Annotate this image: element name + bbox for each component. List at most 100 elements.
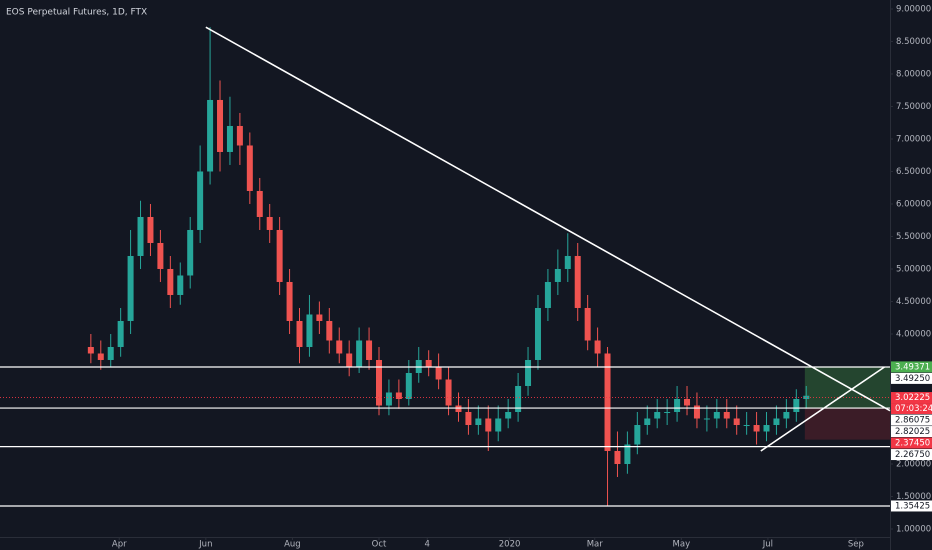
candle-body <box>574 255 581 308</box>
trendline <box>760 366 885 452</box>
y-tick-label: 6.00000 <box>896 199 931 209</box>
countdown-box <box>891 403 932 415</box>
candle-body <box>435 366 442 380</box>
candle-body <box>624 444 631 465</box>
candle-body <box>674 398 681 412</box>
candle-body <box>684 398 691 406</box>
candle-body <box>564 255 571 269</box>
candle-body <box>763 424 770 432</box>
price-label-box <box>891 414 932 426</box>
candle-body <box>167 268 174 295</box>
candle-body <box>226 125 233 152</box>
candle-body <box>97 353 104 360</box>
candle-body <box>117 320 124 347</box>
candle-body <box>147 216 154 243</box>
candle-body <box>107 346 114 360</box>
candle-body <box>445 379 452 406</box>
price-label: 2.26750 <box>895 450 930 460</box>
candle-body <box>385 392 392 406</box>
candle-body <box>187 229 194 276</box>
price-label-box <box>891 449 932 461</box>
x-tick-label: Oct <box>372 540 387 550</box>
price-label: 3.49250 <box>895 374 930 384</box>
candle-body <box>246 145 253 191</box>
candle-body <box>594 340 601 354</box>
y-tick-label: 7.00000 <box>896 134 931 144</box>
price-label-box <box>891 437 932 449</box>
candle-body <box>803 395 810 399</box>
candle-body <box>793 398 800 412</box>
candle-body <box>664 411 671 413</box>
candle-body <box>356 340 363 367</box>
candle-body <box>157 242 164 269</box>
candle-body <box>236 125 243 146</box>
y-tick-label: 5.50000 <box>896 232 931 242</box>
candle-body <box>753 424 760 432</box>
candle-body <box>465 411 472 425</box>
candle-body <box>217 99 224 152</box>
candle-body <box>296 320 303 347</box>
y-tick-label: 1.50000 <box>896 492 931 502</box>
candle-body <box>614 450 621 465</box>
candle-body <box>554 268 561 282</box>
candle-body <box>197 171 204 230</box>
candle-body <box>336 340 343 354</box>
y-tick-label: 4.50000 <box>896 297 931 307</box>
candle-body <box>733 418 740 425</box>
x-tick-label: 2020 <box>499 540 521 550</box>
price-label: 2.82025 <box>895 427 930 437</box>
candle-body <box>127 255 134 321</box>
candle-body <box>266 216 273 230</box>
x-tick-label: Jul <box>762 540 773 550</box>
x-tick-label: Mar <box>587 540 604 550</box>
candle-body <box>693 405 700 419</box>
y-tick-label: 8.00000 <box>896 69 931 79</box>
candle-body <box>773 418 780 425</box>
y-tick-label: 8.50000 <box>896 37 931 47</box>
x-tick-label: May <box>673 540 691 550</box>
chart-title: EOS Perpetual Futures, 1D, FTX <box>6 8 147 18</box>
x-tick-label: Apr <box>112 540 127 550</box>
candle-body <box>326 320 333 341</box>
candle-body <box>534 307 541 360</box>
candle-body <box>505 411 512 419</box>
candle-body <box>525 359 532 386</box>
y-tick-label: 9.00000 <box>896 4 931 14</box>
candle-body <box>634 424 641 445</box>
candle-body <box>544 281 551 308</box>
price-label-box <box>891 361 932 373</box>
price-label: 3.49371 <box>895 362 930 372</box>
y-tick-label: 2.00000 <box>896 460 931 470</box>
position-stop-zone <box>804 408 890 440</box>
candle-body <box>207 99 214 172</box>
candle-body <box>783 411 790 419</box>
countdown-label: 07:03:24 <box>895 404 932 414</box>
candle-body <box>485 418 492 432</box>
candle-body <box>395 392 402 399</box>
y-tick-label: 7.50000 <box>896 102 931 112</box>
price-label: 2.86075 <box>895 416 930 426</box>
candle-body <box>455 405 462 412</box>
candle-body <box>276 229 283 282</box>
candle-body <box>137 216 144 256</box>
y-tick-label: 6.50000 <box>896 167 931 177</box>
price-label-box <box>891 500 932 512</box>
price-label-box <box>891 372 932 384</box>
price-label: 2.37450 <box>895 439 930 449</box>
x-tick-label: Jun <box>198 540 212 550</box>
candle-body <box>644 418 651 425</box>
candle-body <box>286 281 293 321</box>
candle-body <box>475 418 482 425</box>
candle-body <box>743 424 750 426</box>
x-tick-label: Sep <box>848 540 864 550</box>
candle-body <box>316 314 323 321</box>
candle-body <box>177 275 184 295</box>
candle-body <box>604 353 611 451</box>
candle-body <box>366 340 373 360</box>
price-label: 3.02225 <box>895 393 930 403</box>
candle-body <box>584 307 591 341</box>
candle-body <box>425 359 432 367</box>
trendline <box>205 26 891 412</box>
